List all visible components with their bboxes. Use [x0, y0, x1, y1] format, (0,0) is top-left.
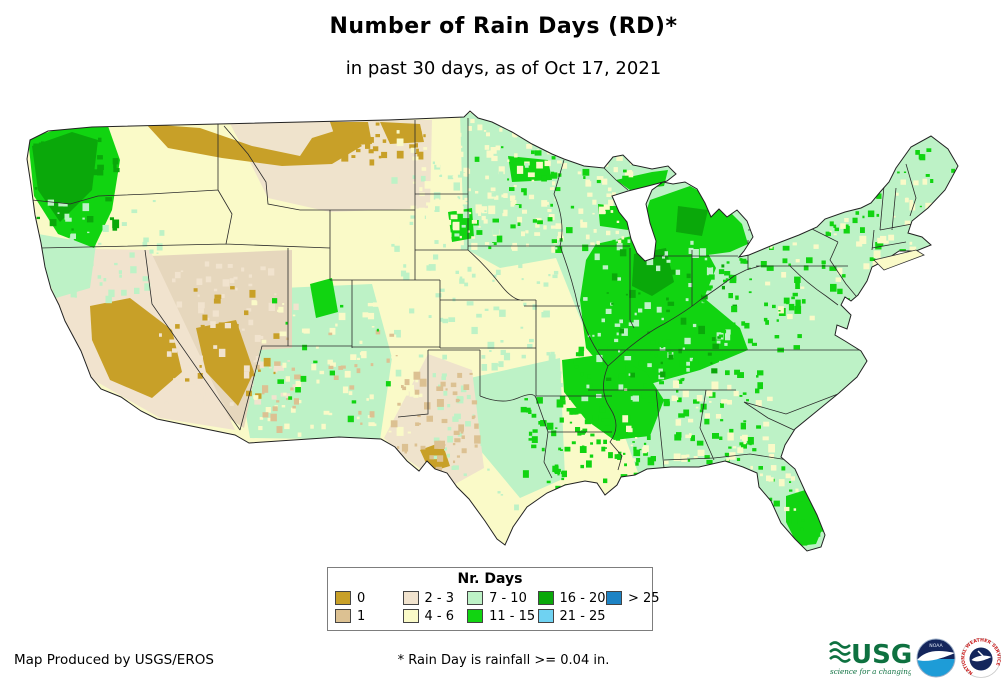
noaa-label: NOAA: [929, 643, 943, 649]
usgs-logo: USGS science for a changing world: [829, 640, 911, 676]
legend-item: 2 - 3: [402, 589, 468, 607]
legend-item: 0: [335, 589, 403, 607]
page-subtitle: in past 30 days, as of Oct 17, 2021: [345, 58, 662, 79]
legend-swatch: [467, 609, 484, 623]
legend-item: 4 - 6: [402, 607, 468, 625]
legend-swatch: [335, 609, 351, 623]
rain-day-footnote: * Rain Day is rainfall >= 0.04 in.: [397, 653, 610, 668]
noaa-logo: NOAA: [916, 638, 956, 678]
legend-swatch: [402, 609, 419, 623]
nws-lightning-icon: [977, 650, 985, 658]
nws-logo: NATIONAL WEATHER SERVICE: [961, 638, 1001, 678]
nws-swoosh-icon: [971, 655, 992, 662]
legend-swatch: [467, 591, 484, 605]
legend-item: 7 - 10: [467, 589, 537, 607]
noaa-seagull-icon: [917, 651, 955, 661]
legend-item: > 25: [606, 589, 660, 607]
legend-swatch: [537, 591, 554, 605]
conus-outline: [26, 110, 959, 552]
usgs-wave-icon: [829, 641, 851, 663]
usgs-tagline: science for a changing world: [830, 667, 911, 676]
legend-swatch: [537, 609, 554, 623]
legend-item: 21 - 25: [537, 607, 606, 625]
map-svg: [26, 110, 959, 552]
state-borders: [31, 118, 917, 479]
legend-item: 16 - 20: [537, 589, 606, 607]
map-legend: Nr. Days 0 1 2 - 3 4 - 6 7 - 10 11 - 15 …: [327, 567, 660, 631]
agency-logos: USGS science for a changing world NOAA N…: [829, 637, 1001, 679]
usgs-wordmark: USGS: [851, 640, 911, 670]
long-island: [873, 249, 925, 271]
page-title: Number of Rain Days (RD)*: [329, 14, 678, 39]
legend-item: 11 - 15: [467, 607, 537, 625]
legend-swatch: [606, 591, 622, 605]
legend-swatch: [402, 591, 419, 605]
conus-rain-days-map: [10, 92, 995, 564]
legend-item: 1: [335, 607, 403, 625]
map-credit: Map Produced by USGS/EROS: [14, 652, 214, 668]
legend-title: Nr. Days: [457, 571, 523, 587]
legend-swatch: [335, 591, 351, 605]
